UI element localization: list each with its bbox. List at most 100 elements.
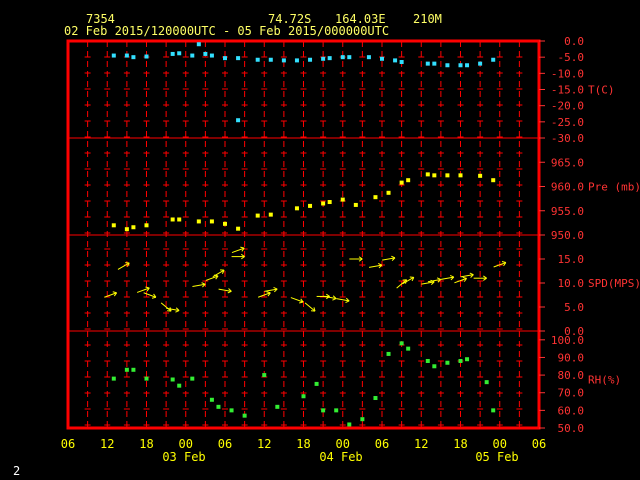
x-tick-label: 06: [61, 437, 75, 451]
rh-point: [432, 364, 437, 369]
temperature-point: [347, 55, 352, 60]
rh-point: [124, 367, 129, 372]
wind-arrow: [473, 275, 487, 281]
rh-point: [334, 408, 339, 413]
y-tick-label: 5.0: [564, 301, 584, 314]
wind-arrow-shaft: [257, 292, 271, 298]
y-tick-label: -20.0: [551, 100, 584, 113]
x-tick-label: 00: [336, 437, 350, 451]
wind-arrow-shaft: [212, 269, 225, 278]
temperature-point: [203, 51, 208, 56]
pressure-point: [425, 172, 430, 177]
time-range: 02 Feb 2015/120000UTC - 05 Feb 2015/0000…: [64, 24, 390, 38]
wind-arrow-shaft: [290, 297, 304, 303]
wind-arrow-shaft: [440, 276, 454, 280]
rh-point: [209, 397, 214, 402]
pressure-point: [124, 227, 129, 232]
wind-arrow-head: [483, 275, 487, 279]
x-tick-label: 18: [296, 437, 310, 451]
pressure-point: [294, 206, 299, 211]
pressure-point: [236, 226, 241, 231]
wind-arrow-head: [273, 286, 278, 290]
rh-point: [111, 376, 116, 381]
wind-arrow-shaft: [104, 292, 117, 298]
wind-arrow-shaft: [323, 295, 337, 300]
wind-arrow-shaft: [454, 277, 467, 284]
temperature-point: [268, 57, 273, 62]
temperature-point: [124, 53, 129, 58]
wind-arrow-head: [358, 256, 363, 260]
wind-arrow: [218, 288, 232, 294]
pressure-point: [196, 219, 201, 224]
wind-arrow: [136, 286, 150, 293]
wind-arrow-head: [469, 272, 474, 276]
pressure-point: [255, 213, 260, 218]
wind-arrow-head: [273, 288, 278, 293]
wind-arrow-head: [201, 282, 206, 285]
y-tick-label: 90.0: [558, 351, 585, 364]
panel-label: SPD(MPS): [588, 277, 640, 290]
y-tick-label: -30.0: [551, 132, 584, 145]
wind-arrow-head: [345, 297, 350, 302]
pressure-point: [478, 173, 483, 178]
temperature-point: [478, 61, 483, 66]
temperature-point: [491, 57, 496, 62]
wind-arrow: [212, 269, 225, 278]
rh-point: [301, 394, 306, 399]
temperature-point: [190, 53, 195, 58]
page-number: 2: [13, 464, 21, 478]
rh-point: [425, 358, 430, 363]
wind-arrow: [323, 295, 337, 301]
pressure-point: [432, 173, 437, 178]
pressure-point: [223, 221, 227, 226]
wind-arrow-head: [145, 286, 150, 289]
rh-point: [314, 381, 319, 386]
wind-arrow-head: [313, 307, 316, 312]
wind-arrow: [427, 277, 442, 283]
temperature-point: [432, 61, 437, 66]
wind-arrow-head: [113, 292, 118, 297]
x-date-label: 05 Feb: [475, 450, 518, 464]
rh-point: [399, 341, 404, 346]
wind-arrow-head: [463, 278, 468, 282]
wind-arrow-head: [345, 300, 350, 304]
wind-arrow: [368, 262, 383, 269]
wind-arrow-head: [332, 298, 337, 301]
rh-point: [484, 380, 489, 385]
x-tick-label: 06: [532, 437, 546, 451]
rh-point: [360, 417, 365, 422]
wind-arrow-shaft: [427, 278, 441, 283]
pressure-point: [373, 195, 378, 200]
wind-arrow-head: [483, 277, 487, 281]
rh-point: [144, 376, 149, 381]
wind-arrow: [402, 276, 415, 285]
panel-label: Pre (mb): [588, 181, 640, 194]
wind-arrow: [264, 286, 278, 293]
wind-arrow-shaft: [396, 279, 407, 289]
rh-point: [406, 346, 411, 351]
rh-point: [321, 408, 326, 413]
wind-arrow-shaft: [336, 298, 350, 302]
x-tick-label: 12: [414, 437, 428, 451]
wind-arrow-shaft: [421, 281, 435, 285]
pressure-point: [353, 202, 358, 207]
wind-arrow-head: [436, 277, 441, 280]
wind-arrow: [440, 274, 455, 281]
temperature-point: [425, 61, 430, 66]
x-tick-label: 12: [257, 437, 271, 451]
rh-point: [170, 377, 175, 382]
temperature-point: [458, 63, 463, 68]
temperature-point: [294, 58, 299, 63]
pressure-point: [491, 178, 496, 183]
temperature-point: [196, 42, 201, 47]
wind-arrow-shaft: [382, 257, 396, 261]
rh-point: [458, 358, 463, 363]
rh-point: [216, 404, 221, 409]
temperature-point: [308, 57, 313, 62]
wind-arrow-shaft: [368, 264, 382, 268]
temperature-point: [393, 58, 398, 63]
wind-arrow-head: [501, 261, 506, 264]
pressure-point: [144, 223, 149, 228]
wind-arrow: [493, 261, 507, 268]
pressure-point: [340, 197, 345, 202]
